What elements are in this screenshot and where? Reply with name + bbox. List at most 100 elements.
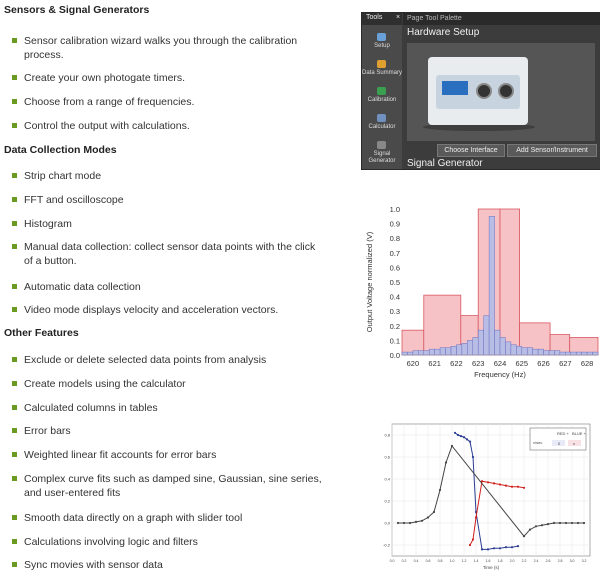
narrow-bar: [537, 348, 544, 356]
data-point: [504, 484, 508, 487]
y-tick-label: 0.1: [390, 336, 400, 345]
data-point: [420, 519, 424, 522]
data-point: [558, 521, 562, 525]
narrow-bar: [570, 351, 577, 356]
x-tick-label: 1.0: [450, 559, 455, 563]
x-tick-label: 1.8: [498, 559, 503, 563]
legend-entry: BLUE +: [572, 431, 587, 436]
data-point: [492, 547, 496, 550]
data-point: [510, 485, 514, 488]
legend-swatch: [568, 440, 581, 446]
x-tick-label: 623: [472, 359, 485, 368]
x-tick-label: 3.0: [570, 559, 575, 563]
data-point: [474, 516, 478, 519]
narrow-bar: [434, 348, 441, 356]
narrow-bar: [581, 351, 588, 356]
tool-data-summary[interactable]: Data Summary: [362, 58, 402, 82]
section-title: Other Features: [4, 327, 79, 339]
tool-signal-generator[interactable]: Signal Generator: [362, 139, 402, 164]
tool-calculator[interactable]: Calculator: [362, 112, 402, 136]
device-knob: [498, 83, 514, 99]
x-tick-label: 627: [559, 359, 572, 368]
bullet-icon: [12, 99, 17, 104]
list-item-text: Control the output with calculations.: [24, 120, 190, 132]
add-sensor-button[interactable]: Add Sensor/Instrument: [507, 144, 597, 157]
bullet-icon: [12, 452, 17, 457]
data-point: [432, 510, 436, 514]
narrow-bar: [548, 350, 555, 356]
narrow-bar: [472, 337, 479, 356]
narrow-bar: [554, 350, 561, 356]
y-tick-label: 0.0: [390, 351, 400, 360]
data-point: [414, 520, 418, 523]
data-point: [462, 436, 466, 439]
data-point: [492, 482, 496, 485]
data-point: [534, 525, 538, 528]
narrow-bar: [510, 344, 517, 356]
y-tick-label: 0.5: [390, 278, 400, 287]
main-panel: Page Tool Palette Hardware Setup Choose …: [403, 13, 600, 169]
x-tick-label: 0.2: [402, 559, 407, 563]
list-item-text: Automatic data collection: [24, 281, 141, 293]
tools-sidebar: Tools × Setup Data Summary Calibration Calc…: [362, 13, 402, 169]
narrow-bar: [477, 329, 484, 356]
y-tick-label: 0.8: [390, 234, 400, 243]
y-tick-label: 0.9: [390, 220, 400, 229]
narrow-bar: [516, 345, 523, 356]
narrow-bar: [418, 350, 425, 356]
choose-interface-button[interactable]: Choose Interface: [437, 144, 505, 157]
data-point: [480, 548, 484, 551]
narrow-bar: [586, 351, 593, 356]
x-tick-label: 0.0: [390, 559, 395, 563]
data-point: [546, 523, 550, 526]
bullet-icon: [12, 38, 17, 43]
tool-label: Setup: [374, 43, 390, 49]
bullet-icon: [12, 75, 17, 80]
narrow-bar: [488, 216, 495, 356]
palette-header: Page Tool Palette: [403, 13, 600, 25]
hardware-setup-title: Hardware Setup: [407, 27, 480, 38]
narrow-bar: [543, 350, 550, 356]
data-point: [522, 535, 526, 538]
narrow-bar: [592, 351, 599, 356]
device-shadow: [423, 123, 535, 131]
x-tick-label: 1.4: [474, 559, 479, 563]
y-tick-label: 0.7: [390, 249, 400, 258]
list-item-text: Complex curve fits such as damped sine, …: [24, 473, 322, 499]
narrow-bar: [483, 315, 490, 356]
data-point: [402, 521, 406, 525]
tool-calibration[interactable]: Calibration: [362, 85, 402, 109]
list-item-text: Calculated columns in tables: [24, 402, 158, 414]
bullet-icon: [12, 428, 17, 433]
data-point: [471, 455, 475, 459]
data-point: [486, 548, 490, 551]
narrow-bar: [499, 337, 506, 356]
close-icon[interactable]: ×: [396, 14, 401, 21]
data-point: [444, 461, 448, 464]
x-tick-label: 0.8: [438, 559, 443, 563]
software-screenshot: Tools × Setup Data Summary Calibration Calc…: [361, 12, 600, 170]
data-point: [396, 521, 400, 525]
tool-icon: [377, 60, 386, 68]
y-tick-label: 0.3: [390, 307, 400, 316]
tool-label: Data Summary: [362, 70, 403, 76]
tool-icon: [377, 33, 386, 41]
x-tick-label: 2.6: [546, 559, 551, 563]
narrow-bar: [412, 350, 419, 356]
tools-title: Tools: [366, 14, 383, 21]
list-item-text: Exclude or delete selected data points f…: [24, 354, 267, 366]
x-tick-label: 621: [428, 359, 441, 368]
wide-bar: [423, 294, 462, 356]
narrow-bar: [575, 351, 582, 356]
narrow-bar: [505, 341, 512, 356]
tool-setup[interactable]: Setup: [362, 31, 402, 55]
tools-header: Tools ×: [362, 13, 402, 25]
bullet-icon: [12, 123, 17, 128]
bullet-icon: [12, 381, 17, 386]
bullet-icon: [12, 244, 17, 249]
section-title: Sensors & Signal Generators: [4, 4, 150, 16]
data-point: [504, 546, 508, 549]
list-item-text: Calculations involving logic and filters: [24, 536, 198, 548]
interface-device-image[interactable]: [428, 57, 528, 125]
x-tick-label: 2.0: [510, 559, 515, 563]
